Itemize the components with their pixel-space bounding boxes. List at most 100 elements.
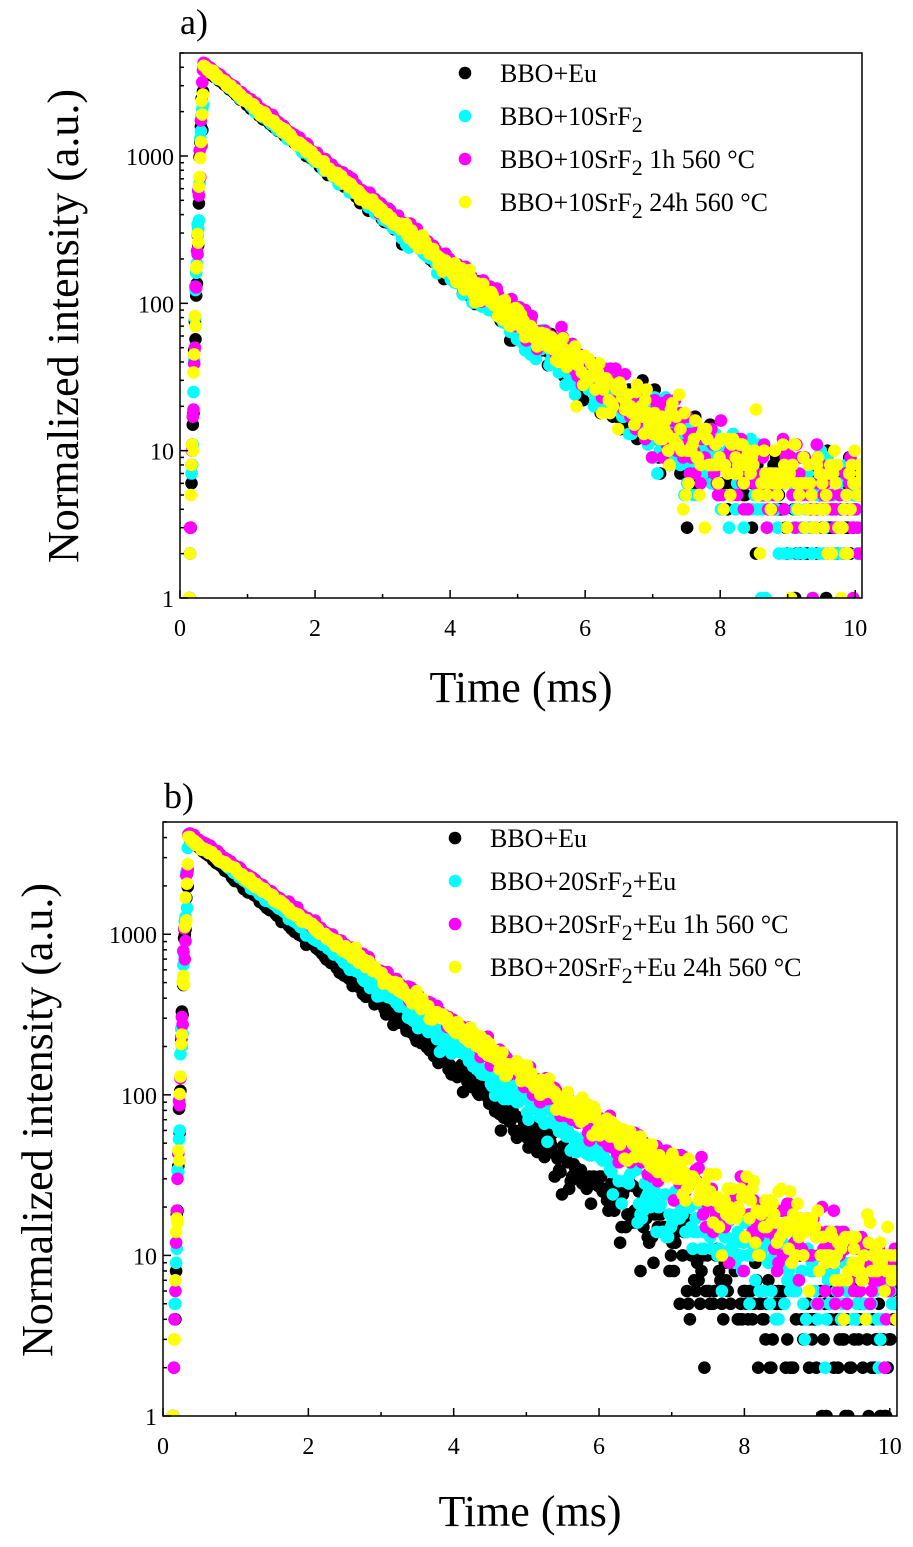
data-point xyxy=(819,488,833,502)
data-point xyxy=(613,1236,627,1249)
data-point xyxy=(737,1264,750,1278)
data-point xyxy=(789,1284,803,1298)
data-point xyxy=(863,1297,877,1311)
data-point xyxy=(766,1197,779,1210)
data-point xyxy=(189,281,203,294)
legend-label: BBO+20SrF2+Eu 1h 560 °C xyxy=(490,910,789,945)
data-point xyxy=(180,914,193,927)
data-point xyxy=(189,319,202,333)
data-point xyxy=(180,877,194,890)
data-point xyxy=(888,1249,897,1262)
data-point xyxy=(180,901,194,915)
data-point xyxy=(852,488,862,502)
data-point xyxy=(825,547,838,560)
data-point xyxy=(192,214,206,227)
x-tick-label: 0 xyxy=(157,1434,169,1460)
data-point xyxy=(640,383,653,396)
data-point xyxy=(881,1220,894,1234)
data-point xyxy=(751,1361,765,1374)
data-point xyxy=(792,1274,806,1287)
data-point xyxy=(820,1409,833,1416)
data-point xyxy=(828,444,841,458)
data-point xyxy=(817,1333,830,1346)
data-point xyxy=(190,259,204,273)
data-point xyxy=(862,1409,875,1416)
data-point xyxy=(840,488,853,502)
data-point xyxy=(778,503,791,516)
x-tick-label: 4 xyxy=(448,1434,460,1460)
data-point xyxy=(834,591,848,598)
data-point xyxy=(827,1204,841,1217)
data-point xyxy=(169,1225,183,1239)
data-point xyxy=(760,488,774,502)
data-point xyxy=(172,1144,185,1157)
legend-label: BBO+10SrF2 1h 560 °C xyxy=(500,145,755,180)
data-point xyxy=(805,488,818,502)
data-point xyxy=(769,1216,782,1229)
data-point xyxy=(849,1313,862,1326)
data-point xyxy=(699,422,713,436)
data-point xyxy=(682,1152,695,1165)
data-point xyxy=(855,547,862,560)
data-point xyxy=(741,503,755,516)
x-tick-label: 8 xyxy=(714,616,726,642)
data-point xyxy=(529,352,543,366)
data-point xyxy=(762,1274,775,1287)
data-point xyxy=(661,1230,675,1244)
data-point xyxy=(686,1242,700,1256)
data-point xyxy=(811,1297,825,1311)
legend: BBO+Eu BBO+10SrF2 BBO+10SrF2 1h 560 °C BBO+… xyxy=(458,59,768,223)
data-point xyxy=(719,1274,733,1287)
data-point xyxy=(169,1284,182,1298)
data-point xyxy=(759,591,772,598)
data-point xyxy=(196,75,209,89)
data-point xyxy=(779,477,792,490)
x-tick-label: 10 xyxy=(843,616,867,642)
data-point xyxy=(798,1333,811,1346)
data-point xyxy=(194,151,207,165)
data-point xyxy=(776,438,790,451)
data-point xyxy=(663,458,676,472)
data-point xyxy=(763,1297,777,1311)
data-point xyxy=(192,180,206,193)
data-point xyxy=(817,521,830,534)
data-point xyxy=(622,1177,636,1190)
data-point xyxy=(706,1297,720,1311)
data-point xyxy=(647,1256,660,1270)
data-point xyxy=(173,1087,186,1101)
data-point xyxy=(651,467,664,480)
y-tick-label: 1000 xyxy=(126,145,174,171)
data-point xyxy=(698,1361,711,1374)
data-point xyxy=(879,1313,893,1326)
data-point xyxy=(169,1297,182,1311)
data-point xyxy=(609,362,622,376)
data-point xyxy=(173,1124,186,1137)
data-point xyxy=(693,1297,707,1311)
panel-a-y-axis-title: Normalized intensity (a.u.) xyxy=(39,89,88,563)
data-point xyxy=(593,357,606,370)
data-point xyxy=(178,953,192,966)
data-point xyxy=(645,451,659,464)
data-point xyxy=(757,444,771,458)
data-point xyxy=(172,1154,186,1167)
data-point xyxy=(541,1135,554,1149)
data-point xyxy=(476,277,490,291)
y-tick-label: 1 xyxy=(145,1405,157,1431)
data-point xyxy=(174,1037,188,1051)
data-point xyxy=(844,503,857,516)
data-point xyxy=(183,547,197,560)
data-point xyxy=(874,1236,887,1249)
data-point xyxy=(676,1249,689,1262)
data-point xyxy=(682,477,695,490)
legend-label: BBO+20SrF2+Eu 24h 560 °C xyxy=(490,953,802,988)
data-point xyxy=(184,488,198,502)
data-point xyxy=(771,488,784,502)
data-point xyxy=(667,1264,681,1278)
panel-a-label: a) xyxy=(180,2,208,42)
data-point xyxy=(878,1284,891,1298)
data-point xyxy=(806,591,819,598)
data-point xyxy=(831,1361,845,1374)
data-point xyxy=(712,1220,726,1234)
data-point xyxy=(166,1409,180,1416)
